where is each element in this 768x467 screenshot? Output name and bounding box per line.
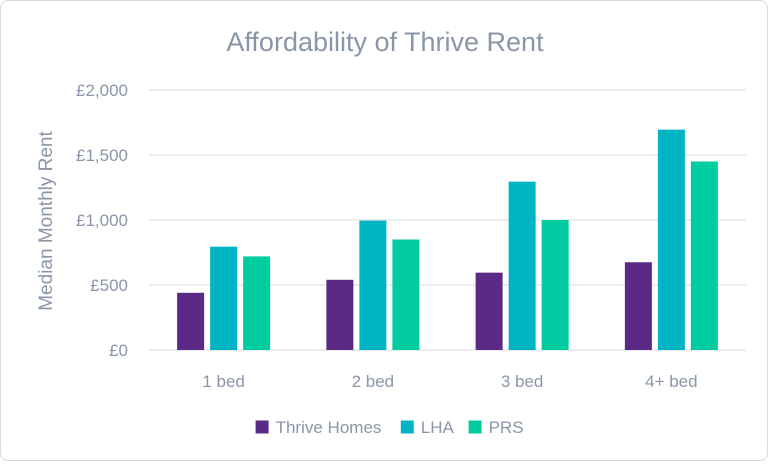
legend-label: Thrive Homes [276,418,382,437]
y-tick-label: £2,000 [76,81,128,100]
bar-prs-3-bed [541,220,569,350]
x-tick-label: 1 bed [202,372,245,391]
bar-lha-4-bed [657,129,685,350]
gridlines [149,89,746,351]
y-tick-labels: £0 £500 £1,000 £1,500 £2,000 [76,81,128,360]
legend-label: LHA [421,418,455,437]
y-tick-label: £1,000 [76,211,128,230]
x-tick-label: 2 bed [352,372,395,391]
bar-lha-1-bed [210,246,238,350]
bars [177,129,718,350]
y-axis-label: Median Monthly Rent [36,131,57,311]
bar-thrive-homes-3-bed [475,272,503,350]
legend-swatch [400,420,414,434]
legend-swatch [255,420,269,434]
legend-label: PRS [489,418,524,437]
y-tick-label: £1,500 [76,146,128,165]
bar-prs-1-bed [243,256,271,350]
bar-lha-3-bed [508,181,536,350]
x-tick-labels: 1 bed 2 bed 3 bed 4+ bed [202,372,697,391]
bar-thrive-homes-4-bed [624,262,652,350]
bar-prs-4-bed [690,161,718,350]
legend: Thrive Homes LHA PRS [255,418,524,437]
x-tick-label: 4+ bed [645,372,697,391]
bar-thrive-homes-2-bed [326,279,354,350]
bar-prs-2-bed [392,239,420,350]
bar-thrive-homes-1-bed [177,292,205,350]
y-tick-label: £0 [109,341,128,360]
x-tick-label: 3 bed [501,372,544,391]
chart-title: Affordability of Thrive Rent [226,27,544,57]
legend-swatch [468,420,482,434]
y-tick-label: £500 [90,276,128,295]
bar-lha-2-bed [359,220,387,350]
